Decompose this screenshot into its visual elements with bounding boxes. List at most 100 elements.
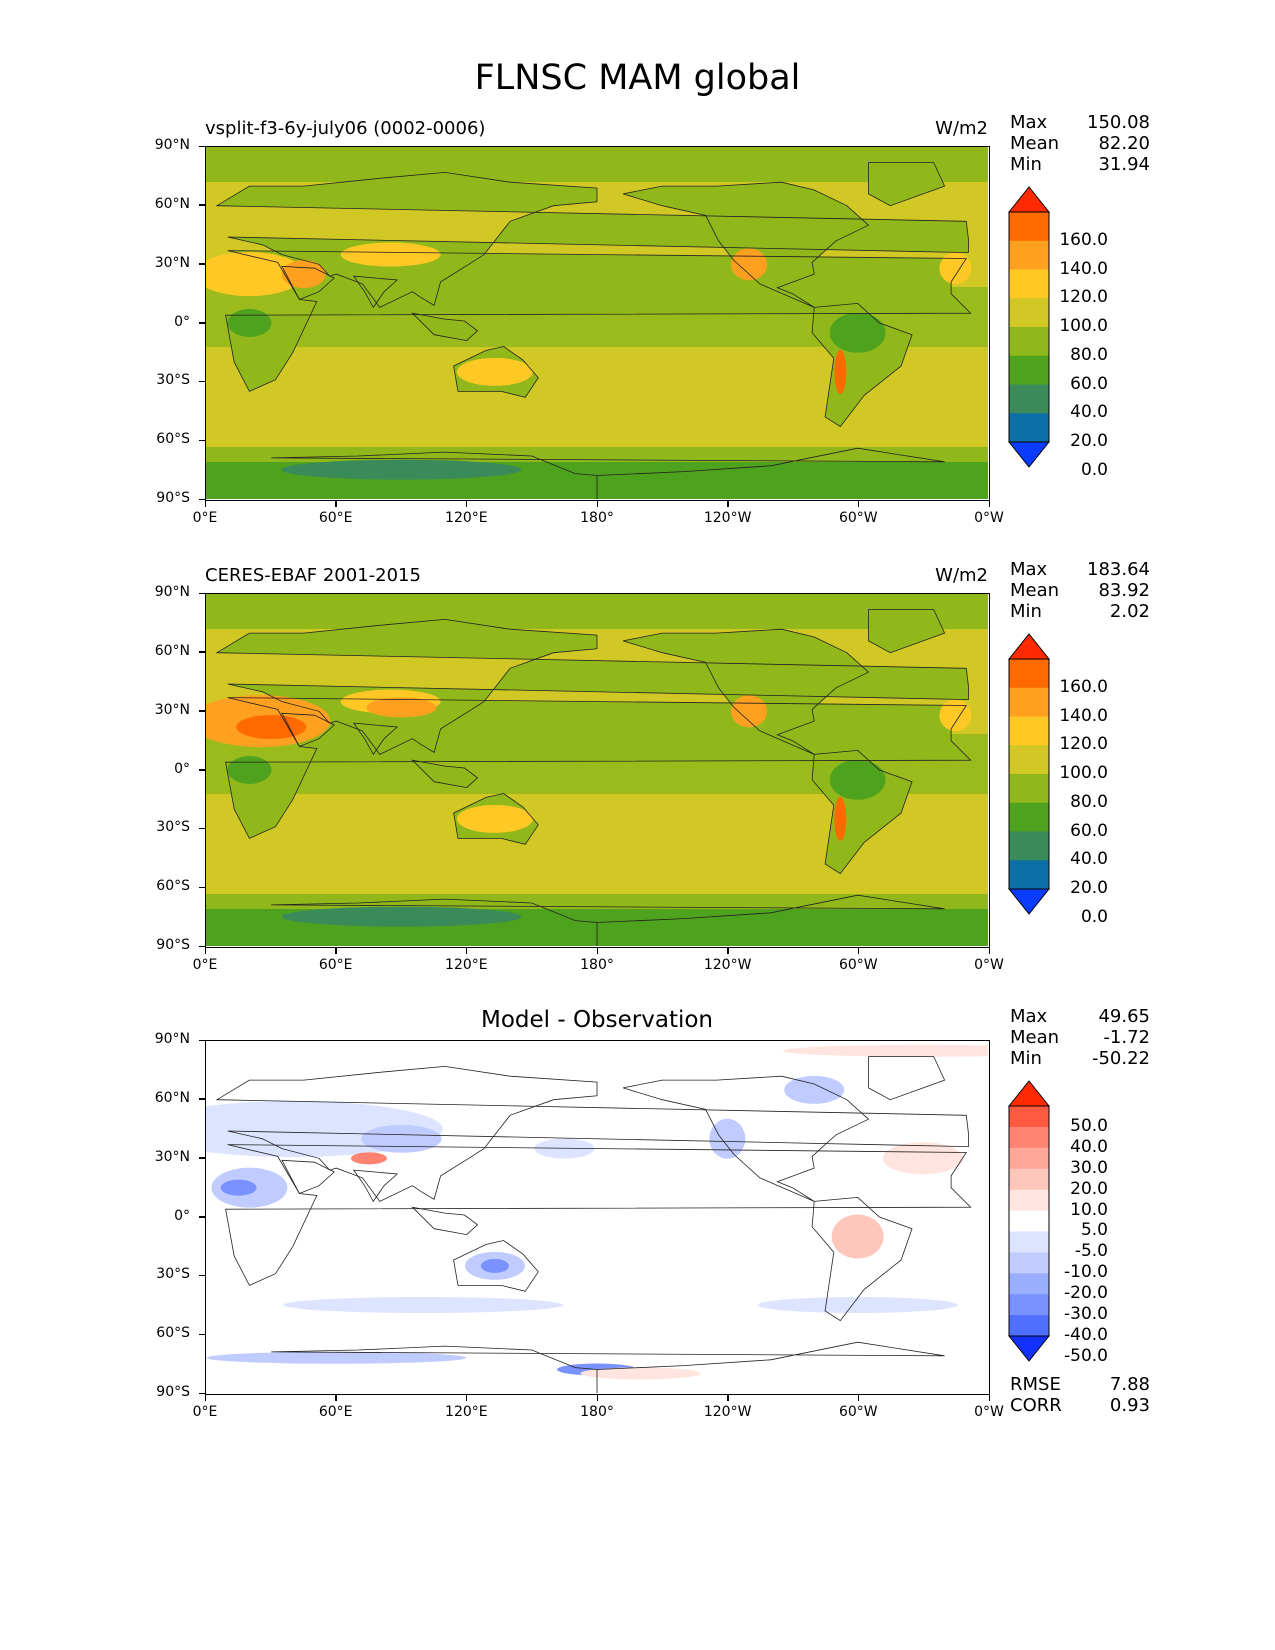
coastline-africa — [225, 697, 972, 839]
colorbar-tick-label: 160.0 — [1059, 676, 1108, 697]
colorbar-segment — [1009, 1294, 1049, 1316]
atlantic-warm — [939, 699, 972, 732]
lat-tick-label: 30°N — [154, 1148, 190, 1165]
colorbar-tick-label: -40.0 — [1064, 1325, 1108, 1345]
colorbar-frame — [1008, 211, 1050, 443]
colorbar-tick-label: 20.0 — [1070, 431, 1108, 451]
colorbar-tick-label: 100.0 — [1059, 316, 1108, 336]
colorbar-tick-label: 0.0 — [1080, 459, 1108, 480]
colorbar-tick-label: 80.0 — [1070, 791, 1108, 812]
land-africa — [225, 250, 971, 392]
lon-tickmark — [204, 501, 206, 507]
lat-tick-label: 90°S — [156, 937, 190, 953]
australia-neg-core — [480, 1258, 509, 1273]
natl-pos — [882, 1142, 963, 1175]
lat-tickmark — [199, 592, 205, 594]
coastline-australia — [453, 1240, 539, 1292]
coastline-africa — [225, 1144, 972, 1286]
colorbar-tick-label: 140.0 — [1059, 258, 1108, 279]
lon-tick-label: 60°W — [838, 510, 878, 526]
lat-tickmark — [199, 145, 205, 147]
panel-1-map — [205, 146, 990, 501]
lat-tickmark — [199, 1216, 205, 1218]
atlantic-warm — [939, 252, 972, 285]
samerica-pos — [831, 1214, 884, 1259]
lon-tick-label: 60°W — [838, 1404, 878, 1420]
lat-tickmark — [199, 498, 205, 500]
namerica-hot — [731, 248, 768, 281]
arctic-band — [206, 147, 988, 182]
colorbar-tick-label: 100.0 — [1059, 763, 1108, 783]
namerica-hot — [731, 695, 768, 728]
coastline-india — [352, 722, 399, 756]
lon-tickmark — [727, 501, 729, 507]
lat-tickmark — [199, 886, 205, 889]
lon-tick-label: 180° — [580, 1404, 614, 1420]
lon-tick-label: 120°W — [703, 510, 752, 526]
colorbar-tick-label: 20.0 — [1070, 878, 1108, 898]
colorbar-segment — [1009, 1106, 1049, 1128]
panel-2-units: W/m2 — [935, 565, 988, 586]
tibet-hot — [366, 697, 437, 718]
colorbar-tick-label: 160.0 — [1059, 229, 1108, 250]
coastline-samerica — [811, 749, 913, 875]
lat-tickmark — [199, 651, 205, 653]
coastline-indonesia — [411, 312, 479, 342]
lat-tickmark — [199, 827, 205, 830]
lon-tick-label: 180° — [580, 510, 614, 526]
lon-tickmark — [204, 948, 206, 954]
land-greenland — [868, 162, 945, 206]
lon-tickmark — [596, 501, 598, 507]
colorbar-tick-label: 5.0 — [1080, 1220, 1108, 1241]
lat-tickmark — [199, 1098, 205, 1100]
lat-tickmark — [199, 1274, 205, 1277]
australia-warm — [456, 804, 533, 833]
colorbar-segment — [1009, 860, 1049, 890]
lon-tick-label: 120°E — [445, 510, 488, 526]
lon-tickmark — [857, 1395, 860, 1401]
lat-tick-label: 60°S — [156, 431, 190, 448]
lat-tick-label: 60°N — [154, 642, 190, 659]
lon-tickmark — [335, 1395, 337, 1401]
lon-tickmark — [857, 501, 860, 507]
lat-tickmark — [199, 322, 205, 324]
colorbar-segment — [1009, 355, 1049, 385]
coastline-arabia — [281, 1159, 335, 1195]
panel-1-units: W/m2 — [935, 118, 988, 139]
lon-tickmark — [727, 948, 729, 954]
lon-tickmark — [335, 948, 337, 954]
coastline-eurasia — [215, 1065, 969, 1202]
lat-tick-label: 60°N — [154, 195, 190, 212]
coastline-samerica — [811, 302, 913, 428]
lon-tick-label: 0°W — [974, 957, 1004, 973]
figure-title: FLNSC MAM global — [474, 58, 801, 98]
lon-tickmark — [857, 948, 860, 954]
colorbar-tick-label: -20.0 — [1064, 1283, 1108, 1304]
colorbar-segment — [1009, 716, 1049, 746]
colorbar-segment — [1009, 269, 1049, 299]
asia-warm — [340, 242, 441, 267]
antarctic-vcold — [281, 459, 522, 480]
panel-3-colorbar: 50.0 40.0 30.0 20.0 10.0 5.0 -5.0 -10.0 -20.0 -30… — [1008, 1080, 1108, 1366]
colorbar-extend-top — [1008, 633, 1050, 660]
colorbar-tick-label: 120.0 — [1059, 287, 1108, 308]
lon-tick-label: 0°E — [192, 957, 218, 973]
southern-ocean-neg — [283, 1297, 564, 1313]
land-namerica — [623, 182, 869, 308]
lon-tickmark — [988, 501, 990, 507]
lat-tickmark — [199, 1157, 205, 1159]
lat-tickmark — [199, 710, 205, 712]
lon-tickmark — [465, 948, 468, 954]
lat-tickmark — [199, 380, 205, 383]
lat-tickmark — [199, 1039, 205, 1041]
panel-1-title: vsplit-f3-6y-july06 (0002-0006) — [205, 118, 486, 139]
lon-tick-label: 0°E — [192, 510, 218, 526]
colorbar-segment — [1009, 831, 1049, 861]
coastline-africa — [225, 250, 972, 392]
lon-tick-label: 120°W — [703, 1404, 752, 1420]
colorbar-segment — [1009, 1147, 1049, 1170]
coastline-arabia — [281, 265, 335, 301]
colorbar-tick-label: 50.0 — [1070, 1115, 1108, 1136]
sahara-warm — [206, 252, 305, 297]
panel-2-title: CERES-EBAF 2001-2015 — [205, 565, 421, 586]
